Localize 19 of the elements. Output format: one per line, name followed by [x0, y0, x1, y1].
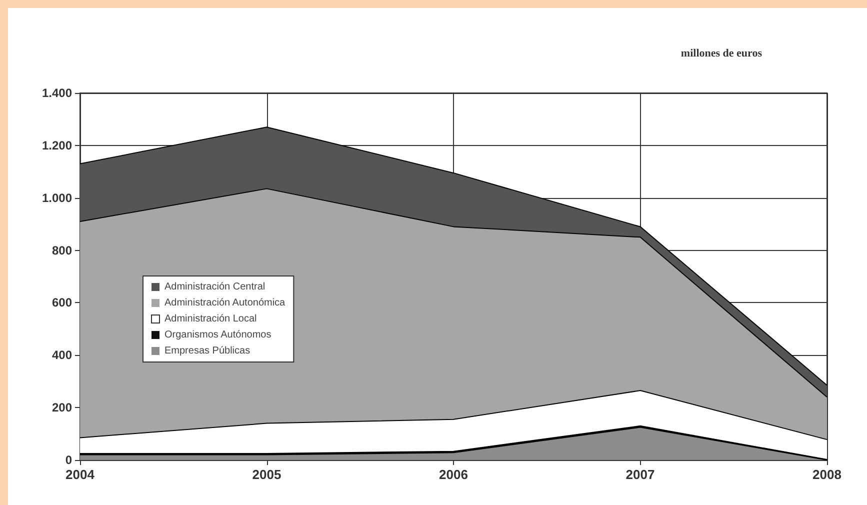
y-tick-label: 0: [65, 453, 72, 467]
x-tick-label: 2005: [252, 467, 282, 482]
legend-label: Empresas Públicas: [164, 346, 250, 356]
x-tick-label: 2004: [66, 467, 96, 482]
x-tick-label: 2007: [626, 467, 655, 482]
x-tick-label: 2006: [439, 467, 468, 482]
y-tick-label: 600: [52, 296, 72, 310]
x-tick-label: 2008: [812, 467, 842, 482]
text: millones de euros: [680, 48, 763, 60]
y-tick-label: 800: [52, 243, 72, 258]
legend-label: Administración Local: [164, 314, 257, 324]
y-tick-label: 200: [52, 400, 72, 415]
y-tick-label: 1.000: [42, 190, 72, 205]
legend-label: Administración Central: [164, 282, 266, 292]
legend-label: Administración Autonómica: [164, 298, 286, 308]
y-tick-label: 1.400: [42, 86, 72, 100]
y-tick-label: 1.200: [42, 138, 72, 152]
legend-label: Organismos Autónomos: [164, 330, 272, 340]
y-tick-label: 400: [52, 348, 72, 362]
